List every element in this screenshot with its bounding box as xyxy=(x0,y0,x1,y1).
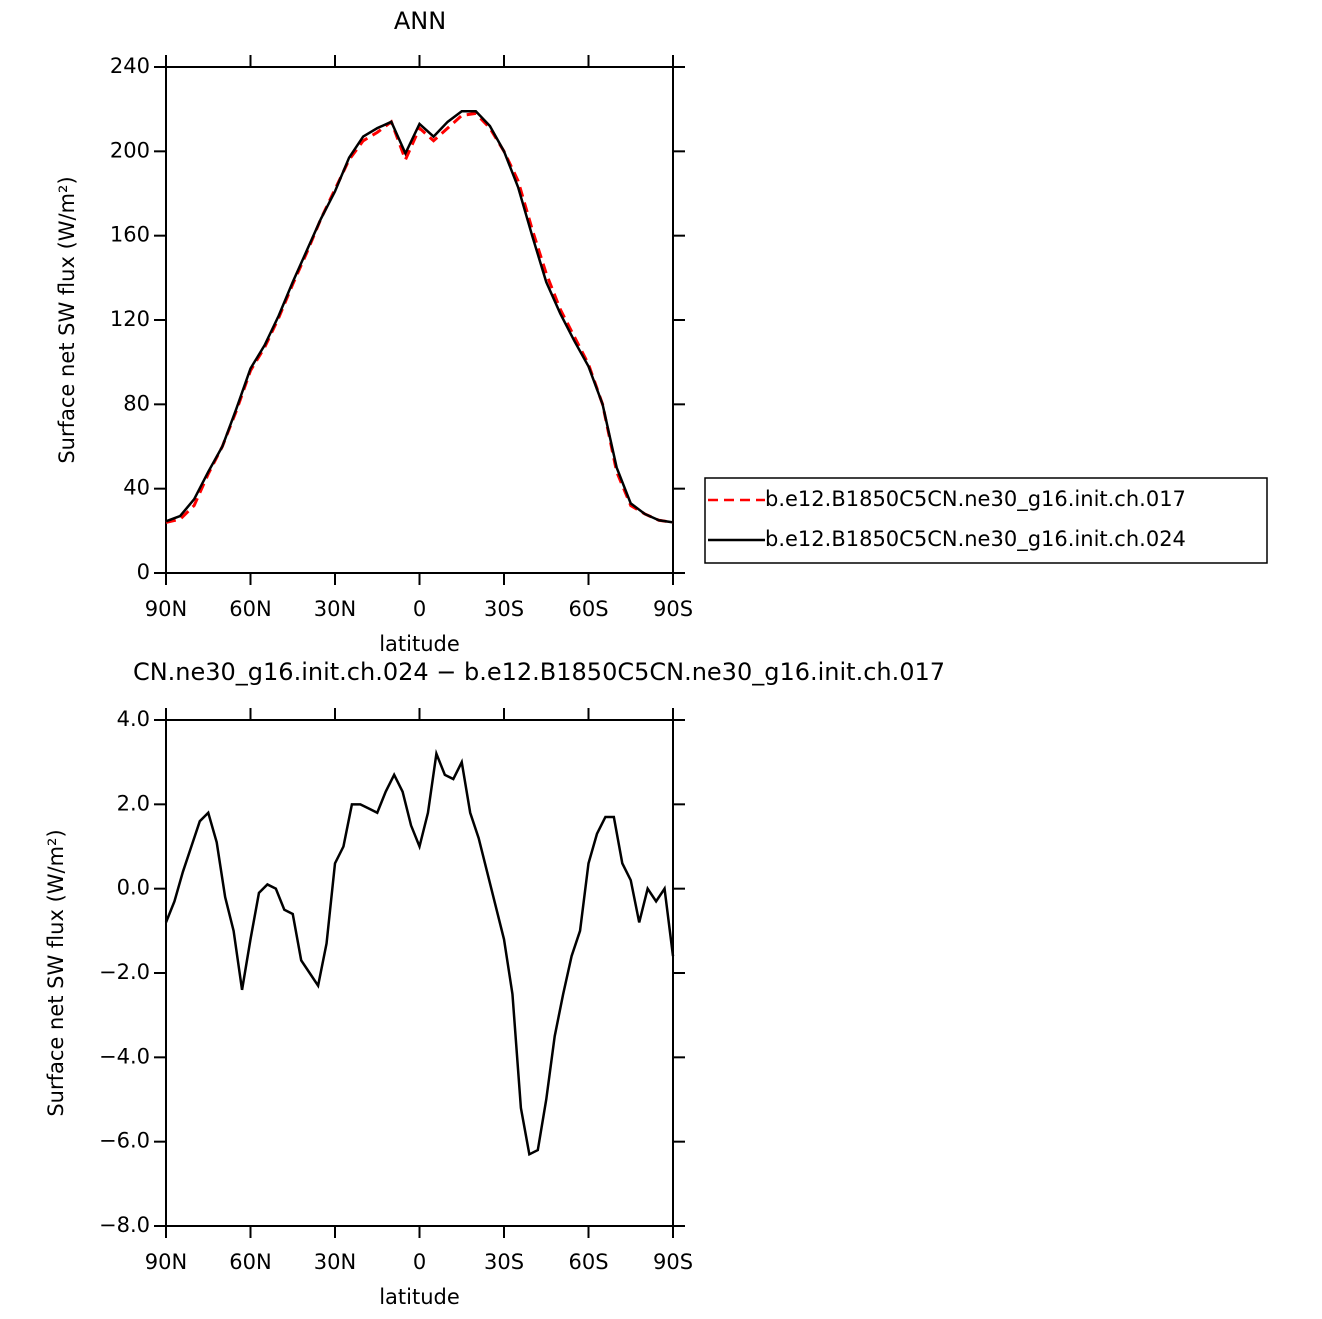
plot-frame xyxy=(165,66,674,574)
x-tick-label: 30S xyxy=(484,1250,524,1274)
y-tick-label: 0.0 xyxy=(117,876,150,900)
y-tick-label: −2.0 xyxy=(99,960,150,984)
x-tick-label: 60N xyxy=(229,1250,271,1274)
y-tick-label: 120 xyxy=(110,307,150,331)
y-tick-label: −4.0 xyxy=(99,1044,150,1068)
legend-label: b.e12.B1850C5CN.ne30_g16.init.ch.024 xyxy=(765,527,1186,552)
x-tick-label: 90S xyxy=(653,597,693,621)
x-tick-label: 90N xyxy=(145,597,187,621)
y-tick-label: 160 xyxy=(110,223,150,247)
x-tick-label: 90S xyxy=(653,1250,693,1274)
y-tick-label: −6.0 xyxy=(99,1129,150,1153)
x-tick-label: 60S xyxy=(568,1250,608,1274)
y-tick-label: 0 xyxy=(137,560,150,584)
x-tick-label: 60S xyxy=(568,597,608,621)
x-tick-label: 30N xyxy=(314,1250,356,1274)
plot-frame xyxy=(165,719,674,1227)
x-tick-label: 30N xyxy=(314,597,356,621)
legend-label: b.e12.B1850C5CN.ne30_g16.init.ch.017 xyxy=(765,487,1186,512)
y-tick-label: 80 xyxy=(123,391,150,415)
x-tick-label: 0 xyxy=(413,597,426,621)
x-tick-label: 0 xyxy=(413,1250,426,1274)
y-tick-label: 4.0 xyxy=(117,707,150,731)
y-axis-label: Surface net SW flux (W/m²) xyxy=(55,176,79,463)
y-tick-label: −8.0 xyxy=(99,1213,150,1237)
y-axis-label: Surface net SW flux (W/m²) xyxy=(44,829,68,1116)
x-tick-label: 60N xyxy=(229,597,271,621)
x-axis-label: latitude xyxy=(379,632,460,656)
data-line xyxy=(165,110,674,524)
chart-title: ANN xyxy=(394,7,446,35)
chart-title: CN.ne30_g16.init.ch.024 − b.e12.B1850C5C… xyxy=(133,658,945,686)
data-line xyxy=(164,748,675,1157)
y-tick-label: 240 xyxy=(110,54,150,78)
x-tick-label: 90N xyxy=(145,1250,187,1274)
x-axis-label: latitude xyxy=(379,1285,460,1309)
data-line xyxy=(165,111,674,524)
legend-box xyxy=(704,477,1268,564)
x-tick-label: 30S xyxy=(484,597,524,621)
y-tick-label: 2.0 xyxy=(117,791,150,815)
y-tick-label: 200 xyxy=(110,138,150,162)
y-tick-label: 40 xyxy=(123,476,150,500)
